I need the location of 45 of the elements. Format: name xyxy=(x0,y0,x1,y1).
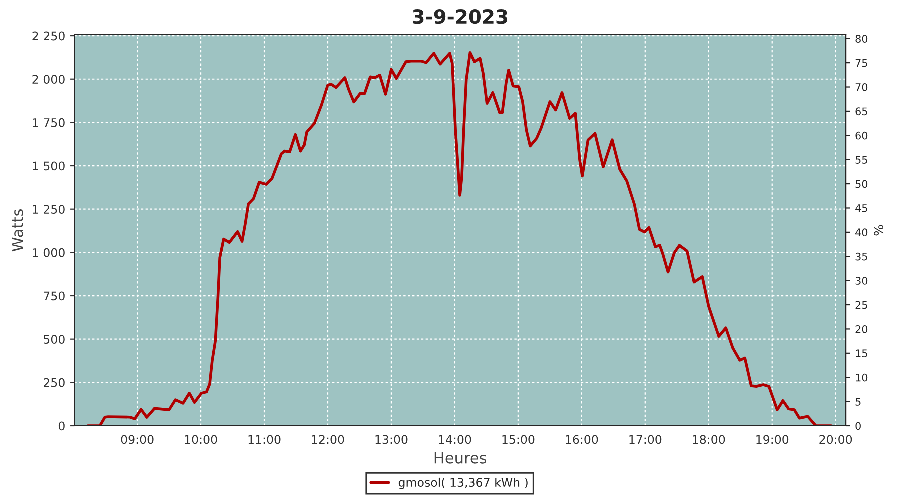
x-tick-label: 12:00 xyxy=(312,435,344,444)
y2-tick-label: 50 xyxy=(856,180,868,188)
x-tick-label: 20:00 xyxy=(820,435,852,444)
y2-tick-label: 55 xyxy=(856,156,868,164)
y2-tick-label: 65 xyxy=(856,108,868,116)
y-tick-label: 750 xyxy=(44,292,65,301)
y2-tick-label: 10 xyxy=(856,374,868,382)
x-tick-label: 16:00 xyxy=(566,435,598,444)
x-tick-label: 13:00 xyxy=(376,435,408,444)
x-tick-label: 19:00 xyxy=(756,435,789,444)
x-tick-label: 10:00 xyxy=(185,435,218,444)
y2-tick-label: 0 xyxy=(856,422,861,430)
y-tick-label: 2 250 xyxy=(32,32,65,41)
x-tick-label: 17:00 xyxy=(630,435,662,444)
y2-tick-label: 25 xyxy=(856,301,868,310)
y-axis-title: Watts xyxy=(12,210,24,252)
y2-tick-label: 30 xyxy=(856,277,868,285)
x-tick-label: 14:00 xyxy=(439,435,472,444)
y2-tick-label: 40 xyxy=(856,228,868,237)
y2-axis-title: % xyxy=(874,225,884,236)
x-tick-label: 18:00 xyxy=(693,435,726,444)
y-tick-label: 1 500 xyxy=(33,162,65,171)
chart-title: 3-9-2023 xyxy=(412,9,508,24)
y-tick-label: 2 000 xyxy=(32,75,65,84)
y2-tick-label: 70 xyxy=(856,83,868,92)
x-tick-label: 15:00 xyxy=(502,435,535,444)
y2-tick-label: 60 xyxy=(856,132,868,140)
y2-tick-label: 5 xyxy=(856,398,861,406)
x-axis-title: Heures xyxy=(434,452,487,464)
y2-tick-label: 20 xyxy=(856,325,868,334)
y-tick-label: 1 750 xyxy=(33,118,65,128)
y-tick-label: 500 xyxy=(44,335,65,344)
y2-tick-label: 15 xyxy=(856,350,868,358)
y-tick-label: 1 000 xyxy=(33,248,65,258)
legend-label: gmosol( 13,367 kWh ) xyxy=(398,478,528,490)
line-series xyxy=(86,51,833,426)
y-tick-label: 1 250 xyxy=(33,205,65,214)
y2-tick-label: 75 xyxy=(856,59,868,68)
x-tick-label: 09:00 xyxy=(121,435,154,444)
y-tick-label: 250 xyxy=(44,378,65,388)
y2-tick-label: 45 xyxy=(856,204,868,212)
y2-tick-label: 35 xyxy=(856,252,868,261)
y2-tick-label: 80 xyxy=(856,35,868,43)
y-tick-label: 0 xyxy=(58,422,65,431)
x-tick-label: 11:00 xyxy=(248,435,281,444)
